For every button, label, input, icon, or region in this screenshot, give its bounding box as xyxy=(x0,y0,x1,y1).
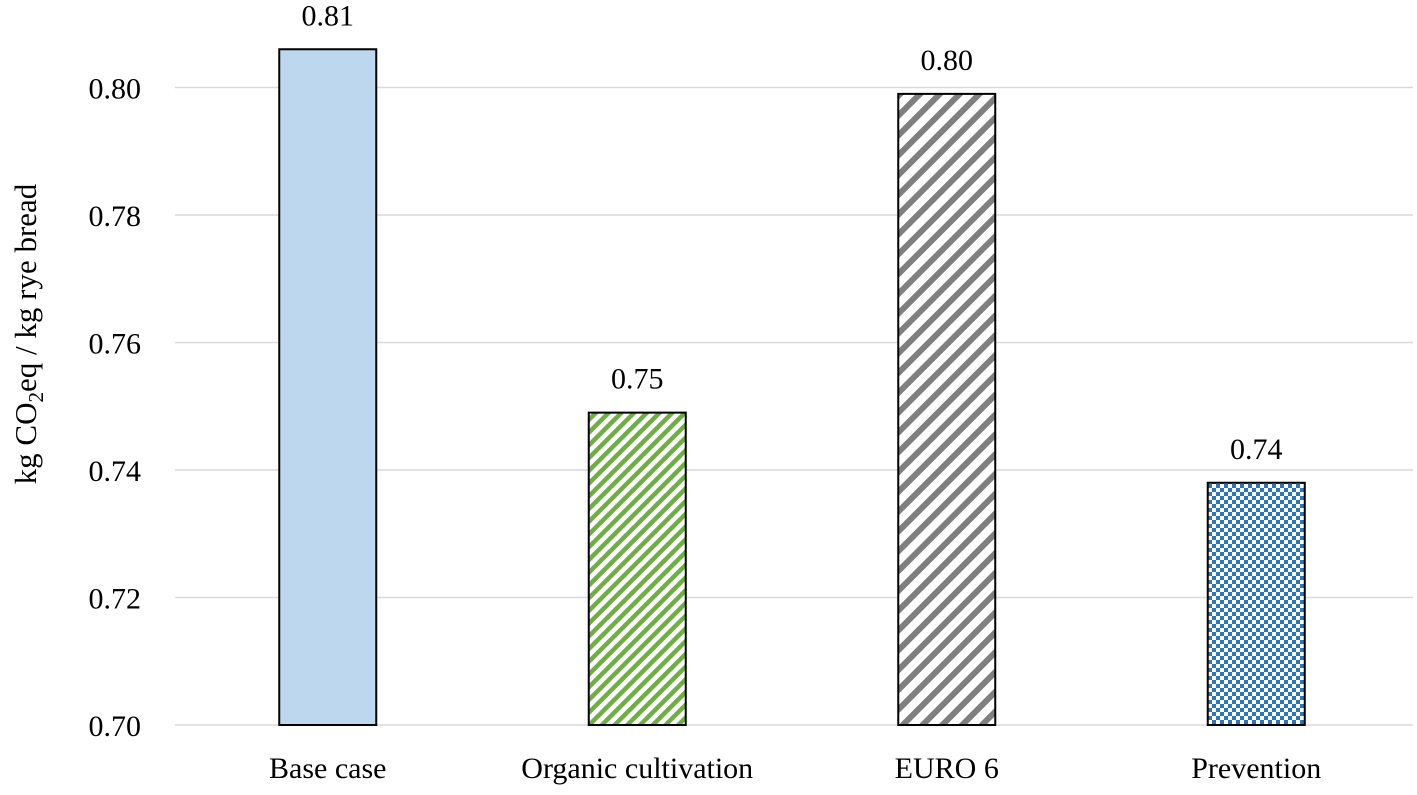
bar-base-case xyxy=(278,48,378,726)
x-tick-label: Organic cultivation xyxy=(521,752,753,785)
bars xyxy=(278,48,1306,726)
y-tick-label: 0.70 xyxy=(89,710,142,743)
bar-prevention xyxy=(1206,481,1306,726)
x-tick-label: Prevention xyxy=(1191,752,1321,785)
data-label: 0.81 xyxy=(302,0,355,32)
data-label: 0.75 xyxy=(611,363,664,396)
x-axis-labels: Base case Organic cultivation EURO 6 Preven… xyxy=(269,752,1321,785)
y-axis-ticks: 0.70 0.72 0.74 0.76 0.78 0.80 xyxy=(89,73,142,744)
data-label: 0.80 xyxy=(921,44,974,77)
x-tick-label: Base case xyxy=(269,752,386,785)
y-tick-label: 0.76 xyxy=(89,328,142,361)
data-label: 0.74 xyxy=(1230,433,1283,466)
bar-organic-cultivation xyxy=(587,411,687,726)
y-tick-label: 0.72 xyxy=(89,583,142,616)
data-labels: 0.81 0.75 0.80 0.74 xyxy=(302,0,1283,466)
y-tick-label: 0.80 xyxy=(89,73,142,106)
gridlines xyxy=(175,86,1413,726)
y-tick-label: 0.78 xyxy=(89,200,142,233)
y-tick-label: 0.74 xyxy=(89,455,142,488)
y-axis-title: kg CO2eq / kg rye bread xyxy=(8,183,48,484)
bar-euro-6 xyxy=(897,92,997,726)
x-tick-label: EURO 6 xyxy=(895,752,999,785)
